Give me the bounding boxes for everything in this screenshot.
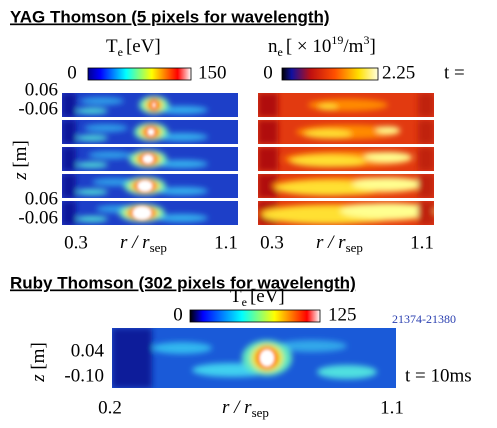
blob — [76, 162, 108, 168]
y-tick-label: -0.06 — [18, 207, 58, 228]
heatmap-texture — [62, 93, 208, 117]
blob — [258, 120, 278, 144]
heatmap-texture — [258, 201, 434, 225]
heatmap-texture — [258, 174, 434, 198]
x-tick-label: 0.3 — [260, 232, 284, 253]
heatmap-peak — [147, 128, 155, 136]
x-tick-label: 1.1 — [214, 232, 238, 253]
y-axis-label: z [m] — [28, 342, 49, 383]
heatmap-peak — [142, 154, 154, 164]
blob — [62, 201, 76, 225]
blob — [76, 135, 108, 141]
shot-numbers: 21374-21380 — [392, 312, 456, 326]
blob — [340, 203, 434, 219]
section-title: YAG Thomson (5 pixels for wavelength) — [10, 7, 330, 26]
x-axis-label: r / rsep — [222, 397, 269, 420]
colorbar — [281, 67, 379, 81]
blob — [62, 174, 76, 198]
colorbar-max: 2.25 — [382, 62, 415, 83]
blob — [352, 177, 424, 191]
blob — [258, 174, 278, 198]
heatmap — [258, 174, 434, 198]
blob — [308, 99, 388, 111]
y-tick-label: -0.10 — [64, 365, 104, 386]
y-axis-label: z [m] — [10, 140, 31, 181]
blob — [418, 120, 434, 144]
y-tick-label: 0.06 — [25, 188, 58, 209]
colorbar-min: 0 — [173, 304, 183, 325]
colorbar-min: 0 — [67, 62, 77, 83]
x-tick-label: 1.1 — [410, 232, 434, 253]
colorbar-max: 125 — [328, 304, 357, 325]
colorbar-label: ne[ × 1019/m3] — [268, 33, 376, 59]
time-label: t = 10ms — [405, 365, 472, 386]
heatmap — [258, 147, 434, 171]
heatmap — [62, 174, 238, 198]
blob — [418, 93, 434, 117]
blob — [76, 189, 108, 195]
blob — [290, 155, 366, 167]
heatmap — [258, 201, 434, 225]
y-tick-label: 0.06 — [25, 79, 58, 100]
blob — [376, 126, 400, 134]
heatmap-texture — [258, 120, 434, 144]
x-tick-label: 1.1 — [380, 397, 404, 418]
blob — [156, 187, 208, 195]
heatmap-texture — [112, 328, 377, 388]
blob — [258, 147, 278, 171]
colorbar-max: 150 — [198, 62, 227, 83]
blob — [418, 147, 434, 171]
heatmap-texture — [258, 147, 434, 171]
blob — [156, 214, 208, 222]
section-title: Ruby Thomson (302 pixels for wavelength) — [10, 273, 356, 292]
blob — [62, 120, 76, 144]
blob — [62, 93, 76, 117]
blob — [84, 124, 128, 132]
x-tick-label: 0.2 — [98, 397, 122, 418]
blob — [156, 160, 208, 168]
heatmap-peak — [259, 349, 275, 367]
blob — [304, 129, 352, 139]
y-tick-label: -0.06 — [18, 98, 58, 119]
heatmap-texture — [62, 120, 208, 144]
blob — [80, 97, 124, 105]
heatmap-texture — [258, 93, 434, 117]
colorbar — [189, 309, 321, 323]
heatmap — [258, 120, 434, 144]
heatmap — [258, 93, 434, 117]
time-header: t = — [444, 62, 465, 83]
heatmap — [62, 147, 238, 171]
blob — [76, 216, 108, 222]
blob — [418, 201, 434, 225]
blob — [364, 152, 412, 162]
blob — [156, 133, 208, 141]
x-tick-label: 0.3 — [64, 232, 88, 253]
blob — [156, 106, 208, 114]
blob — [418, 174, 434, 198]
blob — [258, 93, 278, 117]
colorbar-label: Te [eV] — [230, 286, 285, 308]
blob — [318, 104, 338, 110]
heatmap — [62, 201, 238, 225]
colorbar — [87, 67, 192, 81]
heatmap — [112, 328, 396, 388]
heatmap — [62, 93, 238, 117]
blob — [76, 108, 108, 114]
x-axis-label: r / rsep — [120, 232, 167, 255]
heatmaps — [62, 93, 434, 225]
blob — [88, 151, 132, 159]
heatmap-peak — [137, 180, 153, 192]
colorbar-label: Te [eV] — [106, 36, 161, 58]
heatmap — [62, 120, 238, 144]
blob — [62, 147, 76, 171]
colorbar-min: 0 — [263, 62, 273, 83]
y-tick-label: 0.04 — [71, 340, 105, 361]
heatmap-peak — [132, 206, 152, 220]
x-axis-label: r / rsep — [316, 232, 363, 255]
heatmap-peak — [152, 102, 156, 108]
heatmap-texture — [62, 174, 208, 198]
